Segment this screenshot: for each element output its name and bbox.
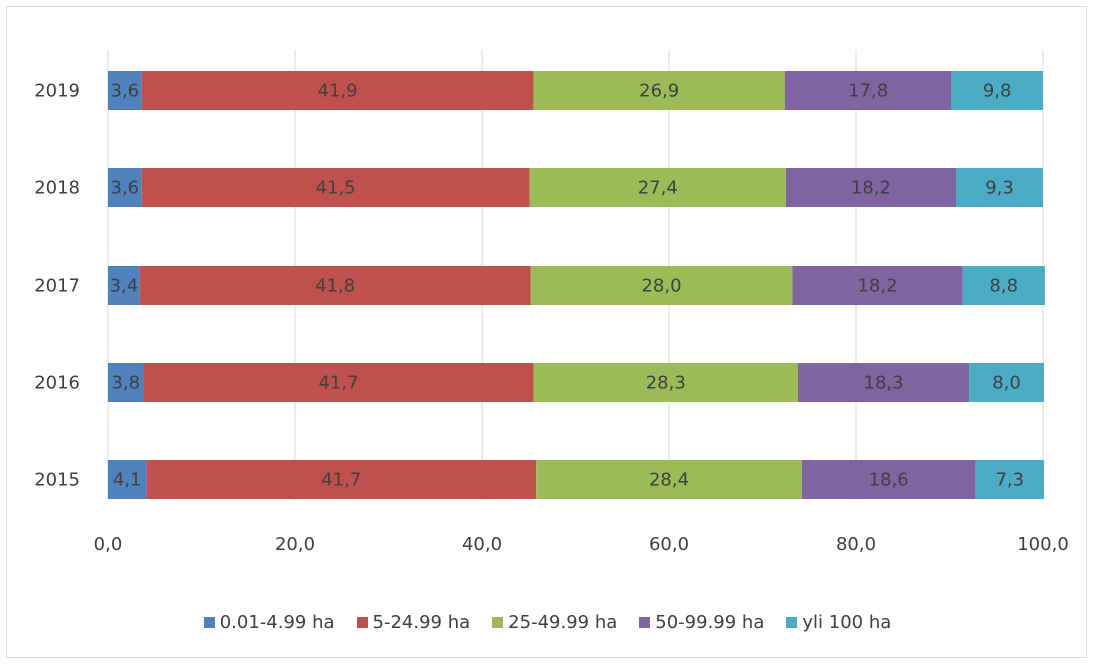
legend-item-2: 25-49.99 ha xyxy=(492,612,617,633)
y-tick-label-2016: 2016 xyxy=(34,373,80,394)
data-label-2018-series-3: 18,2 xyxy=(851,178,891,199)
data-label-2018-series-1: 41,5 xyxy=(316,178,356,199)
legend-label-2: 25-49.99 ha xyxy=(508,612,617,633)
data-label-2018-series-2: 27,4 xyxy=(638,178,678,199)
data-label-2015-series-1: 41,7 xyxy=(321,470,361,491)
y-tick-label-2018: 2018 xyxy=(34,178,80,199)
data-label-2018-series-4: 9,3 xyxy=(985,178,1014,199)
data-label-2017-series-3: 18,2 xyxy=(857,276,897,297)
legend-swatch-3 xyxy=(639,617,650,628)
data-label-2017-series-0: 3,4 xyxy=(110,276,139,297)
data-label-2016-series-0: 3,8 xyxy=(111,373,140,394)
legend-swatch-1 xyxy=(357,617,368,628)
legend-swatch-2 xyxy=(492,617,503,628)
x-tick-label-2: 40,0 xyxy=(462,534,502,555)
legend-item-4: yli 100 ha xyxy=(786,612,891,633)
legend-label-3: 50-99.99 ha xyxy=(655,612,764,633)
data-label-2015-series-3: 18,6 xyxy=(869,470,909,491)
data-label-2016-series-4: 8,0 xyxy=(992,373,1021,394)
legend-item-0: 0.01-4.99 ha xyxy=(204,612,335,633)
legend-label-1: 5-24.99 ha xyxy=(373,612,471,633)
legend-label-4: yli 100 ha xyxy=(802,612,891,633)
data-label-2019-series-0: 3,6 xyxy=(111,81,140,102)
legend-swatch-4 xyxy=(786,617,797,628)
data-label-2019-series-3: 17,8 xyxy=(848,81,888,102)
x-tick-label-0: 0,0 xyxy=(94,534,123,555)
legend-label-0: 0.01-4.99 ha xyxy=(220,612,335,633)
x-tick-label-1: 20,0 xyxy=(275,534,315,555)
x-tick-label-4: 80,0 xyxy=(836,534,876,555)
data-label-2015-series-4: 7,3 xyxy=(995,470,1024,491)
data-label-2017-series-4: 8,8 xyxy=(989,276,1018,297)
data-label-2015-series-0: 4,1 xyxy=(113,470,142,491)
data-label-2015-series-2: 28,4 xyxy=(649,470,689,491)
data-label-2019-series-1: 41,9 xyxy=(318,81,358,102)
y-tick-label-2019: 2019 xyxy=(34,81,80,102)
legend-swatch-0 xyxy=(204,617,215,628)
legend-item-3: 50-99.99 ha xyxy=(639,612,764,633)
legend-item-1: 5-24.99 ha xyxy=(357,612,471,633)
x-tick-label-3: 60,0 xyxy=(649,534,689,555)
data-label-2017-series-1: 41,8 xyxy=(315,276,355,297)
legend: 0.01-4.99 ha 5-24.99 ha 25-49.99 ha 50-99.9… xyxy=(0,612,1095,633)
data-label-2017-series-2: 28,0 xyxy=(641,276,681,297)
data-label-2016-series-2: 28,3 xyxy=(646,373,686,394)
y-tick-label-2015: 2015 xyxy=(34,470,80,491)
y-tick-label-2017: 2017 xyxy=(34,276,80,297)
data-label-2018-series-0: 3,6 xyxy=(111,178,140,199)
x-tick-label-5: 100,0 xyxy=(1017,534,1069,555)
data-label-2016-series-3: 18,3 xyxy=(864,373,904,394)
data-label-2019-series-4: 9,8 xyxy=(983,81,1012,102)
data-label-2016-series-1: 41,7 xyxy=(318,373,358,394)
data-label-2019-series-2: 26,9 xyxy=(639,81,679,102)
